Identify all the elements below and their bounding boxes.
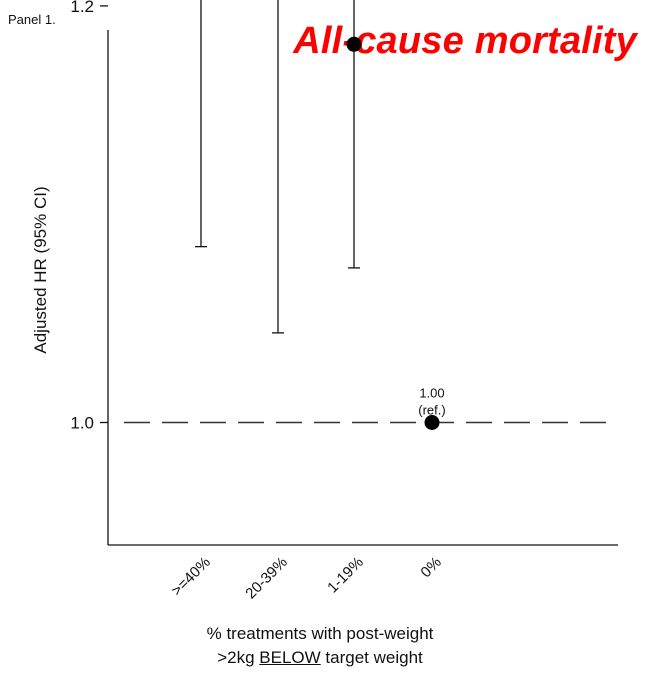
panel-label: Panel 1. <box>8 12 56 27</box>
hr-point <box>424 415 440 430</box>
hr-label: 1.00 <box>419 386 444 401</box>
data-marks: (1.08-1.50)1.28(1.04-1.48)1.24(1.21-1.54… <box>195 0 446 430</box>
x-axis-label-underlined: BELOW <box>259 648 321 667</box>
y-tick-label: 1.0 <box>70 414 94 433</box>
x-tick-label: 1-19% <box>324 554 367 597</box>
x-tick-label: 20-39% <box>242 554 291 603</box>
y-axis-label: Adjusted HR (95% CI) <box>31 186 50 353</box>
x-axis-label-post: target weight <box>320 648 423 667</box>
x-tick-label: >=40% <box>168 554 214 600</box>
ci-label: (ref.) <box>418 403 445 418</box>
x-axis-label-line2: >2kg BELOW target weight <box>60 646 580 670</box>
x-tick-label: 0% <box>417 554 444 581</box>
forest-plot: 1.01.21.41.61.82.0 (1.08-1.50)1.28(1.04-… <box>31 0 618 603</box>
y-tick-label: 1.2 <box>70 0 94 16</box>
y-ticks: 1.01.21.41.61.82.0 <box>70 0 108 433</box>
x-ticks: >=40% 20-39% 1-19% 0% <box>168 554 445 603</box>
x-axis-label-pre: >2kg <box>217 648 260 667</box>
axes <box>107 30 618 546</box>
x-axis-label-line1: % treatments with post-weight <box>206 624 434 643</box>
hr-point <box>346 36 362 52</box>
